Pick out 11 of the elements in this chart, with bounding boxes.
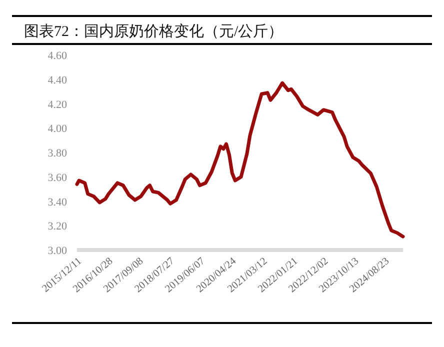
y-tick-label: 4.40 [48,74,68,86]
y-tick-label: 4.00 [48,123,68,136]
y-tick-label: 3.20 [48,220,68,233]
y-tick-label: 4.60 [48,50,68,62]
y-tick-label: 3.80 [48,148,68,160]
y-tick-label: 4.20 [48,98,68,111]
chart-title: 图表72：国内原奶价格变化（元/公斤） [24,23,284,40]
line-series [75,81,405,238]
y-tick-label: 3.60 [48,172,68,184]
y-tick-label: 3.00 [48,245,68,257]
y-tick-label: 3.40 [48,196,68,208]
